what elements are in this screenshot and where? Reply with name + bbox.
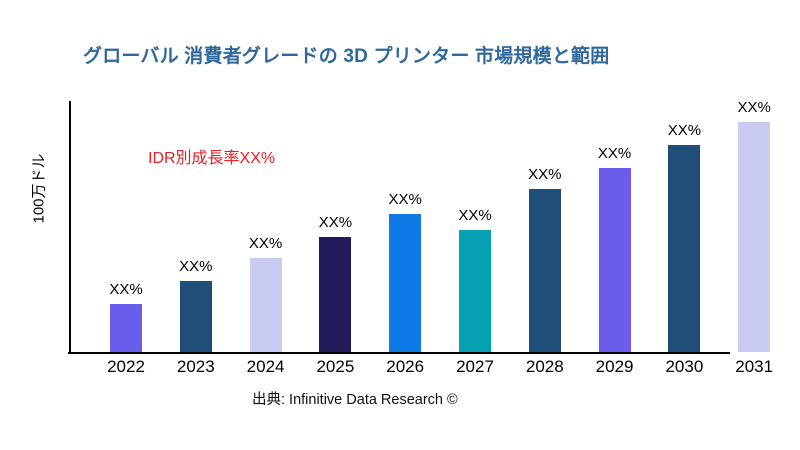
y-axis-line: [69, 101, 71, 354]
bar-value-label-2025: XX%: [318, 214, 353, 231]
x-tick-2026: 2026: [386, 357, 425, 376]
bar-value-label-2028: XX%: [528, 166, 562, 183]
bar-2029: [598, 168, 631, 352]
x-tick-2030: 2030: [665, 357, 704, 376]
x-tick-2022: 2022: [107, 357, 145, 376]
bar-2027: [459, 230, 491, 352]
growth-rate-annotation: IDR別成長率XX%: [148, 150, 276, 167]
x-tick-2028: 2028: [525, 357, 564, 376]
bar-value-label-2027: XX%: [458, 207, 492, 224]
y-axis-label: 100万ドル: [30, 153, 48, 224]
x-axis-line: [68, 352, 730, 354]
source-attribution: 出典: Infinitive Data Research ©: [252, 392, 458, 408]
bar-2026: [389, 214, 422, 352]
chart-title: グローバル 消費者グレードの 3D プリンター 市場規模と範囲: [83, 46, 610, 67]
bar-2028: [528, 189, 561, 352]
x-tick-2023: 2023: [176, 357, 215, 376]
x-tick-2027: 2027: [456, 357, 494, 376]
bar-2025: [319, 237, 352, 352]
bar-value-label-2024: XX%: [248, 235, 283, 252]
bar-value-label-2029: XX%: [597, 145, 632, 162]
bar-2023: [179, 281, 212, 352]
bar-value-label-2030: XX%: [667, 122, 702, 139]
bar-value-label-2026: XX%: [388, 191, 422, 208]
x-tick-2029: 2029: [595, 357, 634, 376]
bar-value-label-2023: XX%: [179, 258, 213, 275]
bar-2031: [738, 122, 771, 352]
x-tick-2031: 2031: [735, 357, 774, 376]
x-tick-2024: 2024: [246, 357, 285, 376]
bar-value-label-2022: XX%: [109, 281, 143, 298]
bar-2022: [110, 304, 142, 352]
bar-2030: [668, 145, 701, 352]
bar-value-label-2031: XX%: [737, 99, 771, 116]
x-tick-2025: 2025: [316, 357, 355, 376]
bar-2024: [249, 258, 282, 352]
